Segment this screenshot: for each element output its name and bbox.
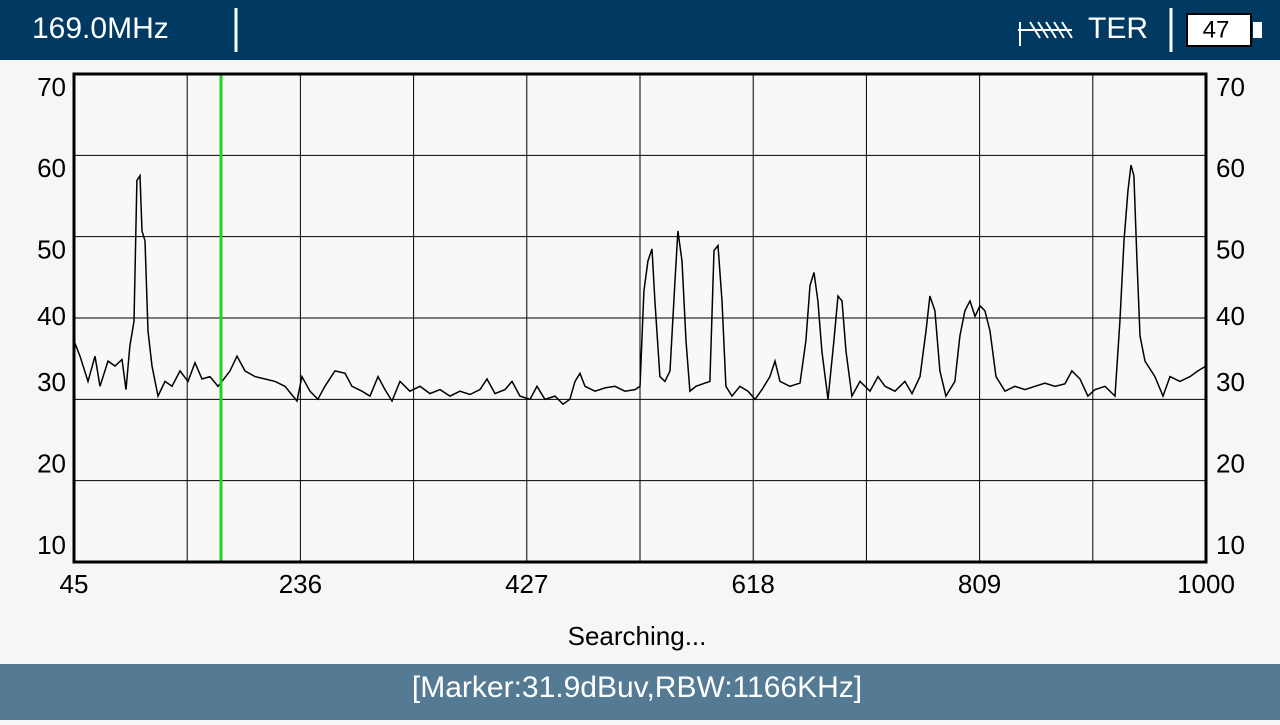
mode: TER (1088, 12, 1148, 45)
y-tick-label: 30 (37, 367, 66, 397)
x-tick-label: 809 (958, 569, 1001, 599)
battery (1186, 13, 1252, 47)
y-tick-label: 20 (37, 449, 66, 479)
y-tick-label: 60 (37, 153, 66, 183)
plot-border (72, 72, 1208, 564)
x-tick-label: 45 (60, 569, 89, 599)
x-tick-label: 618 (732, 569, 775, 599)
y-tick-label: 70 (37, 72, 66, 102)
x-tick-label: 236 (279, 569, 322, 599)
y-tick-label: 70 (1216, 72, 1245, 102)
status: Searching... (568, 621, 707, 651)
y-tick-label: 40 (1216, 301, 1245, 331)
x-tick-label: 427 (505, 569, 548, 599)
y-tick-label: 10 (37, 530, 66, 560)
y-tick-label: 60 (1216, 153, 1245, 183)
y-tick-label: 30 (1216, 367, 1245, 397)
y-tick-label: 50 (1216, 235, 1245, 265)
footer-bar (0, 664, 1280, 720)
antenna-icon (1018, 21, 1073, 46)
frequency: 169.0MHz (32, 12, 169, 45)
y-tick-label: 50 (37, 235, 66, 265)
marker-info: [Marker:31.9dBuv,RBW:1166KHz] (412, 671, 862, 704)
battery-level: 47 (1203, 16, 1230, 43)
y-tick-label: 20 (1216, 449, 1245, 479)
battery-nub (1253, 22, 1262, 38)
y-tick-label: 40 (37, 301, 66, 331)
spectrum-trace (73, 164, 1207, 406)
y-tick-label: 10 (1216, 530, 1245, 560)
x-tick-label: 1000 (1177, 569, 1235, 599)
